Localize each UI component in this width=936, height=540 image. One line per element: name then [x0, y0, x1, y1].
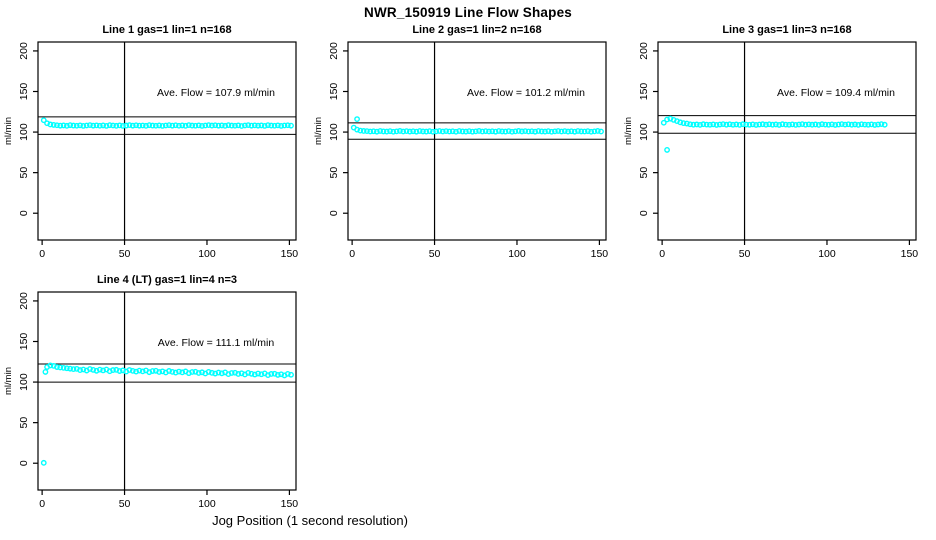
chart-title: NWR_150919 Line Flow Shapes	[364, 5, 572, 20]
y-tick-label: 50	[638, 167, 650, 179]
panel-box	[37, 291, 297, 491]
x-tick-label: 100	[198, 498, 216, 510]
x-tick-label: 150	[591, 248, 609, 260]
y-tick-label: 100	[328, 123, 340, 141]
flow-data-points	[40, 117, 294, 129]
x-axis-label: Jog Position (1 second resolution)	[212, 513, 408, 528]
y-tick-label: 0	[638, 210, 650, 216]
panel-box	[657, 41, 917, 241]
y-tick-label: 200	[328, 42, 340, 60]
panel-line-1: 0 50 100 150 0 50 100 150 200 ml/min Line 1 gas=1 …	[3, 24, 298, 260]
x-tick-label: 150	[281, 248, 299, 260]
y-tick-label: 0	[328, 210, 340, 216]
y-tick-label: 200	[18, 42, 30, 60]
x-tick-label: 150	[901, 248, 919, 260]
outlier-point	[40, 459, 47, 466]
x-tick-label: 50	[119, 498, 131, 510]
y-tick-label: 150	[18, 83, 30, 101]
y-tick-label: 50	[18, 167, 30, 179]
y-axis-label: ml/min	[313, 117, 324, 145]
outlier-point	[42, 369, 49, 375]
x-tick-label: 150	[281, 498, 299, 510]
y-tick-label: 50	[328, 167, 340, 179]
y-tick-label: 50	[18, 417, 30, 429]
y-tick-label: 150	[638, 83, 650, 101]
y-tick-label: 200	[18, 292, 30, 310]
y-tick-label: 0	[18, 210, 30, 216]
flow-data-points	[44, 362, 294, 379]
y-axis-label: ml/min	[3, 367, 14, 395]
y-tick-label: 100	[638, 123, 650, 141]
x-tick-label: 100	[198, 248, 216, 260]
panel-title: Line 3 gas=1 lin=3 n=168	[722, 24, 851, 36]
panel-title: Line 1 gas=1 lin=1 n=168	[102, 24, 231, 36]
panel-line-4: 0 50 100 150 0 50 100 150 200 ml/min Line 4 (LT) g…	[3, 274, 298, 510]
ave-flow-annotation: Ave. Flow = 101.2 ml/min	[467, 87, 585, 99]
flow-data-points	[350, 124, 604, 135]
x-tick-label: 50	[739, 248, 751, 260]
x-tick-label: 0	[659, 248, 665, 260]
y-tick-label: 200	[638, 42, 650, 60]
x-tick-label: 100	[508, 248, 526, 260]
ave-flow-annotation: Ave. Flow = 109.4 ml/min	[777, 87, 895, 99]
panel-line-3: 0 50 100 150 0 50 100 150 200 ml/min Line 3 gas=1 …	[623, 24, 918, 260]
panel-title: Line 4 (LT) gas=1 lin=4 n=3	[97, 274, 237, 286]
panel-title: Line 2 gas=1 lin=2 n=168	[412, 24, 541, 36]
x-tick-label: 50	[119, 248, 131, 260]
flow-data-points	[660, 115, 888, 128]
x-tick-label: 0	[349, 248, 355, 260]
y-tick-label: 150	[328, 83, 340, 101]
ave-flow-annotation: Ave. Flow = 107.9 ml/min	[157, 87, 275, 99]
y-tick-label: 150	[18, 333, 30, 351]
panel-box	[347, 41, 607, 241]
y-tick-label: 100	[18, 373, 30, 391]
x-tick-label: 0	[39, 498, 45, 510]
y-axis-label: ml/min	[3, 117, 14, 145]
x-tick-label: 0	[39, 248, 45, 260]
y-tick-label: 0	[18, 460, 30, 466]
x-tick-label: 50	[429, 248, 441, 260]
panel-box	[37, 41, 297, 241]
y-axis-label: ml/min	[623, 117, 634, 145]
outlier-point	[664, 147, 670, 153]
ave-flow-annotation: Ave. Flow = 111.1 ml/min	[158, 337, 275, 349]
panel-line-2: 0 50 100 150 0 50 100 150 200 ml/min Line 2 gas=1 …	[313, 24, 608, 260]
outlier-point	[354, 116, 360, 122]
y-tick-label: 100	[18, 123, 30, 141]
x-tick-label: 100	[818, 248, 836, 260]
